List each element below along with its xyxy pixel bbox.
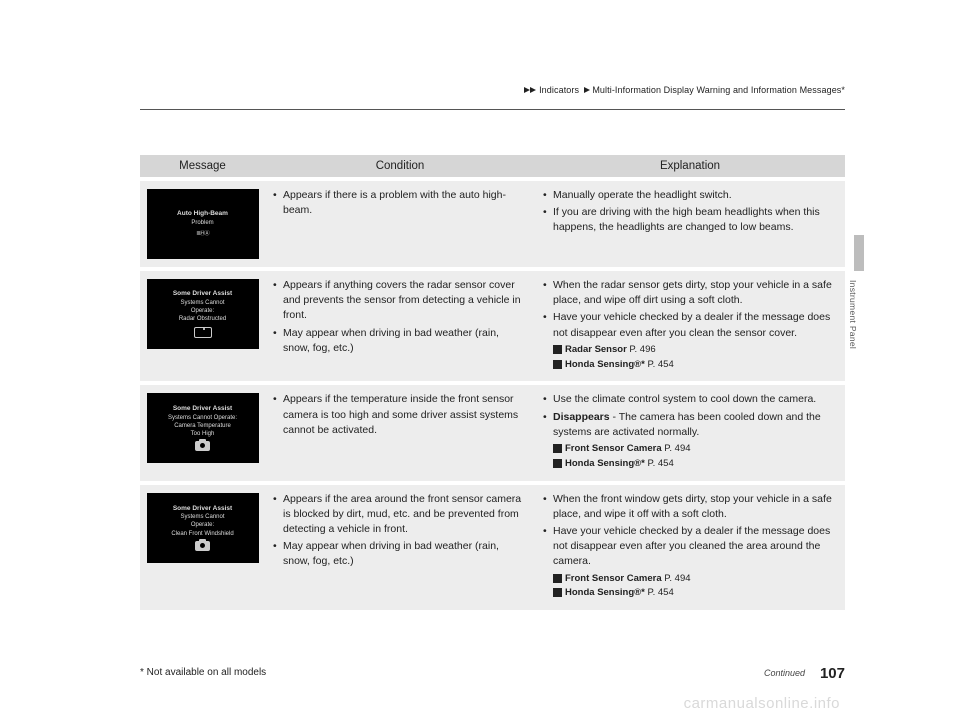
table-header-row: Message Condition Explanation — [140, 155, 845, 179]
table-row: Auto High-BeamProblem≣ⒽⒶ Appears if there… — [140, 179, 845, 269]
message-cell: Some Driver AssistSystems Cannot Operate… — [140, 383, 265, 482]
message-screen: Some Driver AssistSystems Cannot Operate… — [147, 393, 259, 463]
bullet-item: When the front window gets dirty, stop y… — [543, 492, 837, 522]
message-cell: Some Driver AssistSystems CannotOperate:… — [140, 269, 265, 383]
explanation-cell: Use the climate control system to cool d… — [535, 383, 845, 482]
camera-icon — [195, 541, 210, 551]
message-screen: Some Driver AssistSystems CannotOperate:… — [147, 279, 259, 349]
bullet-item: Have your vehicle checked by a dealer if… — [543, 310, 837, 340]
chapter-label: Instrument Panel — [848, 280, 858, 349]
reference-link: Honda Sensing®* P. 454 — [543, 457, 837, 471]
table-row: Some Driver AssistSystems Cannot Operate… — [140, 383, 845, 482]
explanation-cell: When the front window gets dirty, stop y… — [535, 483, 845, 613]
bullet-item: If you are driving with the high beam he… — [543, 205, 837, 235]
radar-icon — [194, 327, 212, 338]
bullet-item: May appear when driving in bad weather (… — [273, 539, 527, 569]
triangle-icon — [530, 87, 536, 93]
message-cell: Some Driver AssistSystems CannotOperate:… — [140, 483, 265, 613]
message-screen: Auto High-BeamProblem≣ⒽⒶ — [147, 189, 259, 259]
condition-cell: Appears if there is a problem with the a… — [265, 179, 535, 269]
bullet-item: Use the climate control system to cool d… — [543, 392, 837, 407]
reference-link: Radar Sensor P. 496 — [543, 343, 837, 357]
condition-cell: Appears if the temperature inside the fr… — [265, 383, 535, 482]
bullet-item: Manually operate the headlight switch. — [543, 188, 837, 203]
bullet-item: Appears if anything covers the radar sen… — [273, 278, 527, 324]
breadcrumb-part1: Indicators — [539, 85, 579, 95]
chapter-tab — [854, 235, 864, 271]
message-screen: Some Driver AssistSystems CannotOperate:… — [147, 493, 259, 563]
reference-link: Honda Sensing®* P. 454 — [543, 358, 837, 372]
camera-icon — [195, 441, 210, 451]
bullet-list: When the radar sensor gets dirty, stop y… — [543, 278, 837, 341]
header-rule — [140, 109, 845, 110]
bullet-item: Appears if there is a problem with the a… — [273, 188, 527, 218]
bullet-list: Manually operate the headlight switch. If… — [543, 188, 837, 236]
triangle-icon — [584, 87, 590, 93]
continued-label: Continued — [764, 668, 805, 678]
bullet-list: Appears if anything covers the radar sen… — [273, 278, 527, 356]
bullet-item: When the radar sensor gets dirty, stop y… — [543, 278, 837, 308]
bullet-list: Appears if the area around the front sen… — [273, 492, 527, 570]
bullet-item: May appear when driving in bad weather (… — [273, 326, 527, 356]
col-condition: Condition — [265, 155, 535, 179]
bullet-item: Disappears - The camera has been cooled … — [543, 410, 837, 440]
col-message: Message — [140, 155, 265, 179]
explanation-cell: Manually operate the headlight switch. If… — [535, 179, 845, 269]
watermark: carmanualsonline.info — [684, 695, 840, 712]
page-number: 107 — [820, 665, 845, 682]
condition-cell: Appears if the area around the front sen… — [265, 483, 535, 613]
bullet-item: Have your vehicle checked by a dealer if… — [543, 524, 837, 570]
table-row: Some Driver AssistSystems CannotOperate:… — [140, 269, 845, 383]
condition-cell: Appears if anything covers the radar sen… — [265, 269, 535, 383]
bullet-list: Use the climate control system to cool d… — [543, 392, 837, 440]
bullet-item: Appears if the temperature inside the fr… — [273, 392, 527, 438]
bullet-list: When the front window gets dirty, stop y… — [543, 492, 837, 570]
message-cell: Auto High-BeamProblem≣ⒽⒶ — [140, 179, 265, 269]
table-row: Some Driver AssistSystems CannotOperate:… — [140, 483, 845, 613]
messages-table: Message Condition Explanation Auto High-… — [140, 155, 845, 614]
page-content: Indicators Multi-Information Display War… — [140, 85, 845, 614]
reference-link: Front Sensor Camera P. 494 — [543, 572, 837, 586]
breadcrumb-part2: Multi-Information Display Warning and In… — [592, 85, 845, 95]
high-beam-icon: ≣ⒽⒶ — [196, 231, 209, 238]
explanation-cell: When the radar sensor gets dirty, stop y… — [535, 269, 845, 383]
reference-link: Front Sensor Camera P. 494 — [543, 442, 837, 456]
footnote: * Not available on all models — [140, 667, 266, 678]
reference-link: Honda Sensing®* P. 454 — [543, 586, 837, 600]
bullet-list: Appears if there is a problem with the a… — [273, 188, 527, 218]
breadcrumb: Indicators Multi-Information Display War… — [140, 85, 845, 101]
col-explanation: Explanation — [535, 155, 845, 179]
bullet-item: Appears if the area around the front sen… — [273, 492, 527, 538]
bullet-list: Appears if the temperature inside the fr… — [273, 392, 527, 438]
